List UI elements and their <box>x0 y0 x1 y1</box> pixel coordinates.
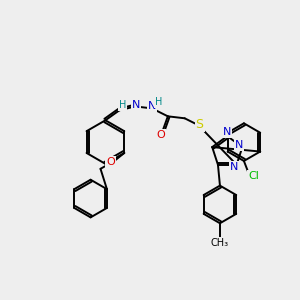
Text: N: N <box>132 100 140 110</box>
Text: N: N <box>230 162 238 172</box>
Text: Cl: Cl <box>248 171 259 181</box>
Text: H: H <box>118 100 126 110</box>
Text: O: O <box>157 130 165 140</box>
Text: O: O <box>106 157 115 167</box>
Text: N: N <box>223 127 232 137</box>
Text: N: N <box>148 101 156 111</box>
Text: CH₃: CH₃ <box>211 238 229 248</box>
Text: S: S <box>196 118 203 131</box>
Text: H: H <box>155 98 163 107</box>
Text: N: N <box>235 140 244 150</box>
